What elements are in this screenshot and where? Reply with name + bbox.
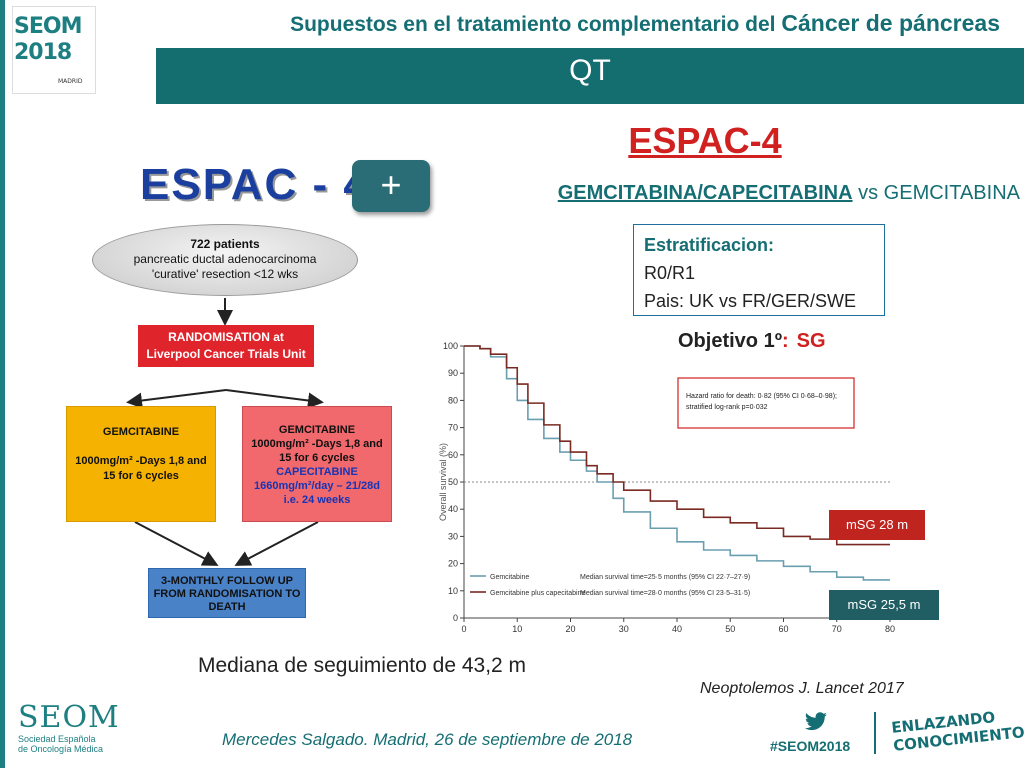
chart-axes bbox=[460, 345, 891, 622]
y-tick-label: 40 bbox=[448, 504, 458, 514]
strat-line-2: Pais: UK vs FR/GER/SWE bbox=[644, 291, 857, 311]
arrow-gem-to-follow bbox=[134, 521, 219, 566]
x-tick-label: 60 bbox=[778, 624, 788, 634]
x-tick-label: 50 bbox=[725, 624, 735, 634]
objective-colon: : bbox=[782, 330, 789, 352]
objective-value: SG bbox=[796, 330, 826, 352]
section-title: QT bbox=[569, 54, 611, 87]
y-tick-label: 80 bbox=[448, 395, 458, 405]
y-axis-label: Overall survival (%) bbox=[438, 443, 448, 521]
footer-divider bbox=[874, 712, 876, 754]
msg-gem-label: mSG 25,5 m bbox=[829, 590, 939, 620]
legend-name-1: Gemcitabine plus capecitabine bbox=[490, 590, 585, 597]
header-title-part2: Cáncer de páncreas bbox=[781, 10, 1000, 36]
x-tick-label: 20 bbox=[565, 624, 575, 634]
gem-line-2: 1000mg/m² -Days 1,8 and bbox=[75, 455, 207, 467]
plus-icon: + bbox=[352, 160, 430, 212]
y-tick-label: 60 bbox=[448, 450, 458, 460]
y-tick-label: 70 bbox=[448, 423, 458, 433]
km-survival-chart: 0 10 20 30 40 50 60 70 80 90 100 0 10 20 30 40 50 60 70 80 O… bbox=[438, 341, 895, 634]
random-line-1: RANDOMISATION at bbox=[168, 330, 284, 344]
x-tick-label: 30 bbox=[619, 624, 629, 634]
follow-line-2: FROM RANDOMISATION TO bbox=[153, 588, 301, 600]
combo-line-1: GEMCITABINE bbox=[278, 424, 356, 436]
seom-subtitle: Sociedad Española de Oncología Médica bbox=[18, 734, 103, 754]
primary-objective: Objetivo 1º: SG bbox=[678, 330, 826, 353]
gemcitabine-arm-box: GEMCITABINE 1000mg/m² -Days 1,8 and 15 f… bbox=[66, 406, 216, 522]
median-followup-text: Mediana de seguimiento de 43,2 m bbox=[198, 654, 527, 677]
x-tick-label: 10 bbox=[512, 624, 522, 634]
arrow-random-to-gem bbox=[126, 389, 227, 409]
y-tick-label: 30 bbox=[448, 531, 458, 541]
follow-line-1: 3-MONTHLY FOLLOW UP bbox=[161, 575, 293, 587]
drug-vs: vs GEMCITABINA bbox=[858, 182, 1020, 204]
trial-title: ESPAC-4 bbox=[628, 120, 782, 161]
combo-line-5: 1660mg/m²/day – 21/28d bbox=[254, 480, 380, 492]
oval-line-2: pancreatic ductal adenocarcinoma bbox=[133, 252, 317, 266]
series-line-1 bbox=[464, 345, 890, 546]
x-tick-label: 40 bbox=[672, 624, 682, 634]
legend-detail-0: Median survival time=25·5 months (95% CI… bbox=[580, 574, 750, 581]
combo-line-2: 1000mg/m² -Days 1,8 and bbox=[251, 438, 383, 450]
hazard-ratio-line-2: stratified log-rank p=0·032 bbox=[686, 404, 768, 411]
combo-line-4: CAPECITABINE bbox=[276, 466, 358, 478]
drug-main: GEMCITABINA/CAPECITABINA bbox=[557, 182, 853, 204]
strat-header: Estratificacion: bbox=[644, 235, 775, 255]
twitter-icon bbox=[805, 712, 827, 731]
arrow-random-to-combo bbox=[225, 389, 324, 409]
combo-line-3: 15 for 6 cycles bbox=[279, 452, 355, 464]
seom2018-logo bbox=[12, 6, 96, 94]
arrow-combo-to-follow bbox=[234, 521, 319, 566]
msg-combo-label: mSG 28 m bbox=[829, 510, 925, 540]
hazard-ratio-box bbox=[677, 377, 855, 429]
gem-line-1: GEMCITABINE bbox=[102, 426, 180, 438]
seom-sub-line-1: Sociedad Española bbox=[18, 734, 96, 744]
oval-line-3: 'curative' resection <12 wks bbox=[151, 267, 299, 281]
hashtag: #SEOM2018 bbox=[770, 738, 851, 754]
randomisation-box: RANDOMISATION at Liverpool Cancer Trials… bbox=[138, 325, 314, 367]
y-tick-label: 10 bbox=[448, 586, 458, 596]
section-bar bbox=[156, 48, 1024, 104]
legend-name-0: Gemcitabine bbox=[490, 574, 529, 581]
header-title-part1: Supuestos en el tratamiento complementar… bbox=[290, 13, 776, 36]
seom-sub-line-2: de Oncología Médica bbox=[18, 744, 104, 754]
footer-author: Mercedes Salgado. Madrid, 26 de septiemb… bbox=[222, 730, 633, 749]
x-tick-label: 70 bbox=[832, 624, 842, 634]
logo-year-text: 2018 bbox=[14, 40, 72, 65]
logo-seom-text: SEOM bbox=[14, 14, 82, 39]
y-tick-label: 50 bbox=[448, 477, 458, 487]
drug-comparison: GEMCITABINA/CAPECITABINA vs GEMCITABINA bbox=[500, 182, 1020, 205]
hazard-ratio-line-1: Hazard ratio for death: 0·82 (95% CI 0·6… bbox=[686, 393, 837, 400]
left-accent-bar bbox=[0, 0, 5, 768]
slide-header: Supuestos en el tratamiento complementar… bbox=[220, 10, 1000, 37]
combo-line-6: i.e. 24 weeks bbox=[283, 494, 351, 506]
strat-line-1: R0/R1 bbox=[644, 263, 696, 283]
gem-line-3: 15 for 6 cycles bbox=[103, 470, 179, 482]
random-line-2: Liverpool Cancer Trials Unit bbox=[146, 347, 306, 361]
x-tick-label: 80 bbox=[885, 624, 895, 634]
citation: Neoptolemos J. Lancet 2017 bbox=[700, 680, 904, 697]
chart-labels: 0 10 20 30 40 50 60 70 80 90 100 0 10 20 30 40 50 60 70 80 O… bbox=[438, 341, 895, 634]
follow-line-3: DEATH bbox=[208, 601, 246, 613]
logo-city-text: MADRID bbox=[58, 78, 83, 85]
y-tick-label: 0 bbox=[453, 613, 458, 623]
seom-footer-logo: SEOM bbox=[18, 700, 120, 735]
follow-up-box: 3-MONTHLY FOLLOW UP FROM RANDOMISATION T… bbox=[148, 568, 306, 618]
objective-label: Objetivo 1º bbox=[678, 330, 782, 352]
y-tick-label: 90 bbox=[448, 368, 458, 378]
patients-oval: 722 patients pancreatic ductal adenocarc… bbox=[92, 224, 358, 296]
x-tick-label: 0 bbox=[461, 624, 466, 634]
stratification-box: Estratificacion: R0/R1 Pais: UK vs FR/GE… bbox=[633, 224, 885, 316]
oval-line-1: 722 patients bbox=[190, 237, 260, 251]
y-tick-label: 20 bbox=[448, 559, 458, 569]
y-tick-label: 100 bbox=[443, 341, 458, 351]
espac4-logo: ESPAC - 4 bbox=[140, 160, 370, 209]
combination-arm-box: GEMCITABINE 1000mg/m² -Days 1,8 and 15 f… bbox=[242, 406, 392, 522]
chart-series bbox=[464, 345, 890, 581]
legend-detail-1: Median survival time=28·0 months (95% CI… bbox=[580, 590, 750, 597]
